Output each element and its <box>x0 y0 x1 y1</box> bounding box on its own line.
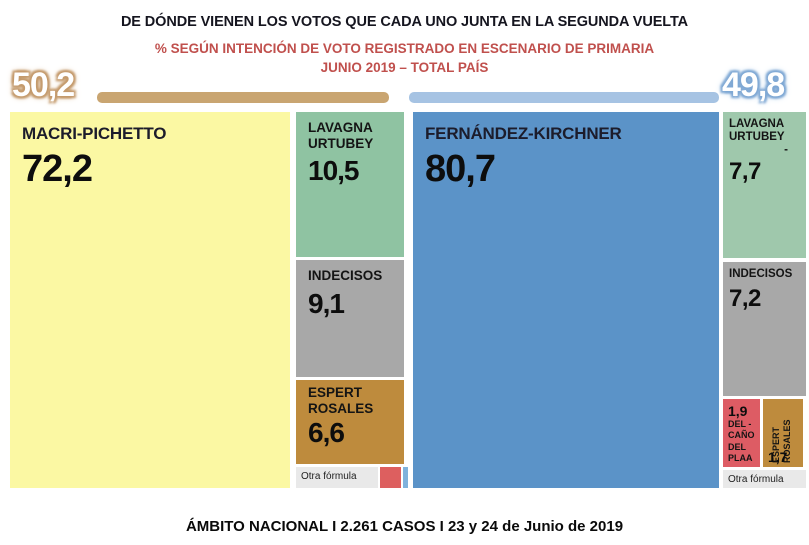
left-total-badge: 50,2 <box>12 66 75 104</box>
cell-value: 7,2 <box>729 285 761 313</box>
cell-label-line: ROSALES <box>308 400 374 416</box>
otra-formula-red-marker-left <box>380 467 401 488</box>
otra-formula-blue-marker-left <box>403 467 408 488</box>
left-total-bar <box>97 92 389 103</box>
cell-label-line: LAVAGNA <box>308 120 373 135</box>
cell-value: 10,5 <box>308 155 360 187</box>
cell-label-line: ESPERT <box>308 385 363 400</box>
cell-value: 80,7 <box>425 147 496 190</box>
page-title: DE DÓNDE VIENEN LOS VOTOS QUE CADA UNO J… <box>120 14 689 30</box>
cell-label-line: PLAA <box>728 452 753 463</box>
right-total-bar <box>409 92 719 103</box>
cell-label: FERNÁNDEZ-KIRCHNER <box>425 124 622 143</box>
cell-label: LAVAGNA URTUBEY <box>308 120 404 151</box>
treemap-cell-lavagna-right: LAVAGNA URTUBEY - 7,7 <box>723 112 806 258</box>
footer-source-note: ÁMBITO NACIONAL I 2.261 CASOS I 23 y 24 … <box>185 518 624 535</box>
cell-value: 1,7 <box>768 449 788 465</box>
cell-label-line: DEL - <box>728 419 752 429</box>
cell-label: MACRI-PICHETTO <box>22 124 167 143</box>
cell-label: Otra fórmula <box>301 471 357 482</box>
treemap-cell-espert-right: ESPERT ROSALES 1,7 <box>763 399 803 467</box>
subtitle-line-2: JUNIO 2019 – TOTAL PAÍS <box>320 60 489 75</box>
treemap-cell-lavagna-left: LAVAGNA URTUBEY 10,5 <box>296 112 404 257</box>
cell-value: 7,7 <box>729 157 761 185</box>
cell-label: DEL - CAÑO DEL PLAA <box>728 419 760 464</box>
cell-value: 1,9 <box>728 403 748 419</box>
treemap-cell-delcano-delpla: 1,9 DEL - CAÑO DEL PLAA <box>723 399 760 467</box>
subtitle-line-1: % SEGÚN INTENCIÓN DE VOTO REGISTRADO EN … <box>154 41 655 56</box>
cell-label-line: LAVAGNA <box>729 118 785 130</box>
treemap-cell-espert-left: ESPERT ROSALES 6,6 <box>296 380 404 464</box>
cell-label: ESPERT ROSALES <box>308 385 404 416</box>
treemap-cell-fernandez-kirchner: FERNÁNDEZ-KIRCHNER 80,7 <box>413 112 719 488</box>
cell-label-line: URTUBEY <box>729 131 785 144</box>
treemap-cell-otra-formula-right: Otra fórmula <box>723 470 806 488</box>
cell-value: 6,6 <box>308 417 345 449</box>
cell-label: Otra fórmula <box>728 474 784 485</box>
cell-label-line: DEL <box>728 441 746 452</box>
cell-label-line: CAÑO <box>728 430 755 441</box>
treemap-cell-macri-pichetto: MACRI-PICHETTO 72,2 <box>10 112 290 488</box>
cell-value: 72,2 <box>22 147 93 190</box>
treemap-cell-indecisos-right: INDECISOS 7,2 <box>723 262 806 396</box>
treemap-cell-indecisos-left: INDECISOS 9,1 <box>296 260 404 377</box>
cell-label-line: - <box>784 144 788 157</box>
right-total-badge: 49,8 <box>722 66 785 104</box>
cell-value: 9,1 <box>308 287 345 319</box>
cell-label: INDECISOS <box>308 268 383 283</box>
cell-label-line: URTUBEY <box>308 135 374 151</box>
cell-label: INDECISOS <box>729 268 793 280</box>
cell-label: LAVAGNA URTUBEY - <box>729 118 806 158</box>
treemap-cell-otra-formula-left: Otra fórmula <box>296 467 378 488</box>
